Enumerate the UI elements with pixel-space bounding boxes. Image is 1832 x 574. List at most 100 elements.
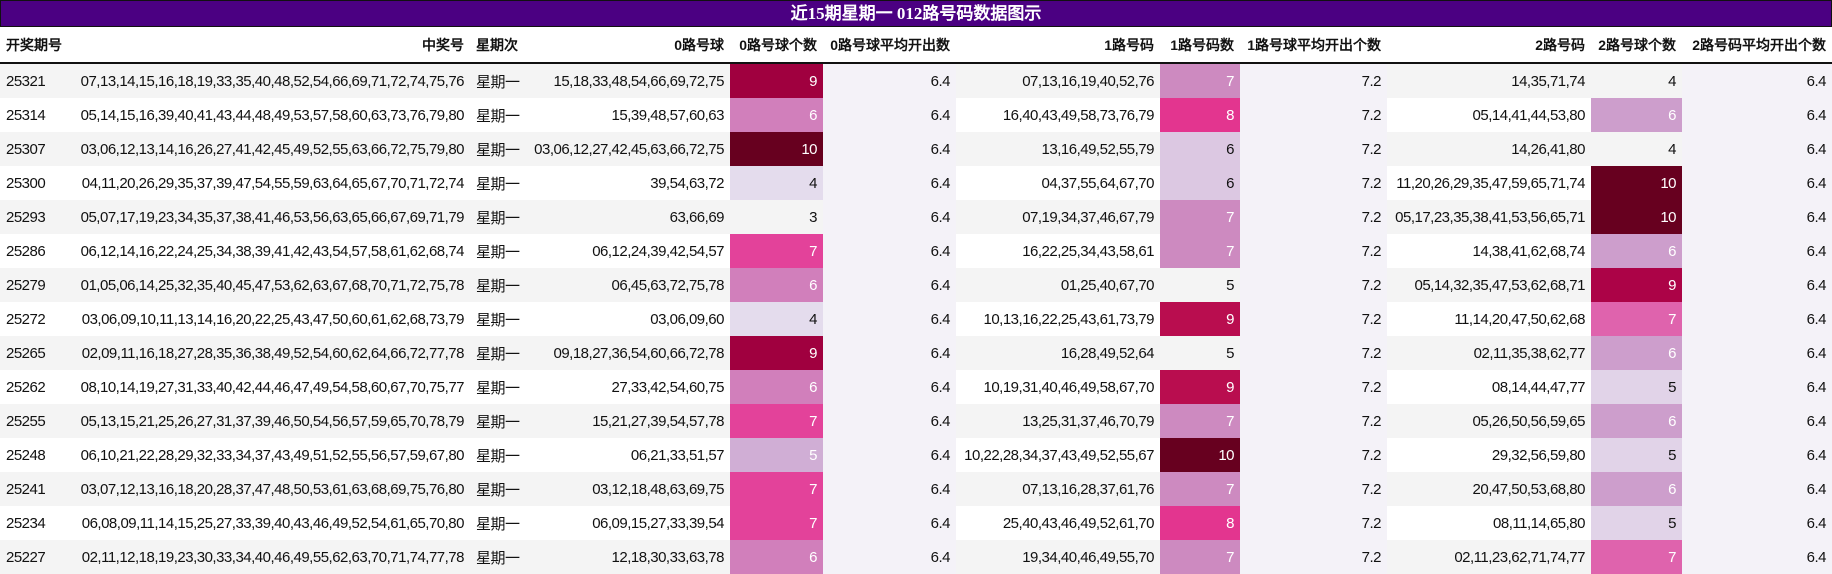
cell-route2-balls: 14,35,71,74 [1387,63,1591,98]
cell-issue: 25272 [0,302,70,336]
cell-numbers: 03,06,12,13,14,16,26,27,41,42,45,49,52,5… [70,132,470,166]
cell-route0-count: 9 [730,63,823,98]
cell-route2-count: 9 [1591,268,1682,302]
cell-route1-count: 5 [1160,268,1240,302]
cell-route0-balls: 06,21,33,51,57 [526,438,730,472]
cell-route1-avg: 7.2 [1240,200,1387,234]
column-header-route1-count[interactable]: 1路号码数 [1160,27,1240,64]
cell-route1-balls: 16,28,49,52,64 [956,336,1160,370]
column-header-route2-balls[interactable]: 2路号码 [1387,27,1591,64]
cell-route1-balls: 10,13,16,22,25,43,61,73,79 [956,302,1160,336]
cell-route2-balls: 08,11,14,65,80 [1387,506,1591,540]
column-header-route1-avg[interactable]: 1路号球平均开出个数 [1240,27,1387,64]
cell-route2-avg: 6.4 [1682,438,1832,472]
cell-route2-avg: 6.4 [1682,166,1832,200]
cell-route1-avg: 7.2 [1240,234,1387,268]
column-header-route0-balls[interactable]: 0路号球 [526,27,730,64]
cell-route0-count: 9 [730,336,823,370]
cell-issue: 25286 [0,234,70,268]
table-row: 25279 01,05,06,14,25,32,35,40,45,47,53,62… [0,268,1832,302]
cell-issue: 25321 [0,63,70,98]
cell-route1-count: 9 [1160,302,1240,336]
cell-route0-balls: 06,12,24,39,42,54,57 [526,234,730,268]
cell-route2-count: 6 [1591,98,1682,132]
cell-numbers: 03,07,12,13,16,18,20,28,37,47,48,50,53,6… [70,472,470,506]
cell-route1-avg: 7.2 [1240,132,1387,166]
cell-route0-avg: 6.4 [823,98,956,132]
column-header-route0-count[interactable]: 0路号球个数 [730,27,823,64]
column-header-issue[interactable]: 开奖期号 [0,27,70,64]
header-row: 开奖期号 中奖号 星期次 0路号球 0路号球个数 0路号球平均开出数 1路号码 1路号码数 1路… [0,27,1832,64]
cell-weekday: 星期一 [470,506,526,540]
cell-route2-avg: 6.4 [1682,98,1832,132]
cell-route0-count: 7 [730,234,823,268]
cell-route1-balls: 19,34,40,46,49,55,70 [956,540,1160,574]
cell-route0-count: 7 [730,404,823,438]
cell-route2-avg: 6.4 [1682,63,1832,98]
cell-route1-balls: 10,19,31,40,46,49,58,67,70 [956,370,1160,404]
cell-route0-balls: 12,18,30,33,63,78 [526,540,730,574]
cell-route2-balls: 11,14,20,47,50,62,68 [1387,302,1591,336]
cell-issue: 25279 [0,268,70,302]
cell-route0-balls: 15,18,33,48,54,66,69,72,75 [526,63,730,98]
cell-weekday: 星期一 [470,166,526,200]
cell-route2-count: 6 [1591,336,1682,370]
cell-issue: 25255 [0,404,70,438]
cell-route0-count: 6 [730,268,823,302]
column-header-route2-count[interactable]: 2路号球个数 [1591,27,1682,64]
cell-numbers: 03,06,09,10,11,13,14,16,20,22,25,43,47,5… [70,302,470,336]
table-row: 25234 06,08,09,11,14,15,25,27,33,39,40,43… [0,506,1832,540]
cell-numbers: 05,07,17,19,23,34,35,37,38,41,46,53,56,6… [70,200,470,234]
cell-route0-count: 5 [730,438,823,472]
cell-route2-count: 6 [1591,404,1682,438]
table-row: 25321 07,13,14,15,16,18,19,33,35,40,48,52… [0,63,1832,98]
cell-issue: 25265 [0,336,70,370]
table-title: 近15期星期一 012路号码数据图示 [0,0,1832,27]
column-header-route0-avg[interactable]: 0路号球平均开出数 [823,27,956,64]
cell-route2-balls: 14,26,41,80 [1387,132,1591,166]
cell-route0-avg: 6.4 [823,302,956,336]
cell-route2-avg: 6.4 [1682,200,1832,234]
cell-route1-count: 7 [1160,472,1240,506]
cell-issue: 25241 [0,472,70,506]
cell-numbers: 01,05,06,14,25,32,35,40,45,47,53,62,63,6… [70,268,470,302]
cell-route0-avg: 6.4 [823,268,956,302]
cell-route0-count: 6 [730,540,823,574]
cell-route2-avg: 6.4 [1682,302,1832,336]
cell-route2-count: 7 [1591,302,1682,336]
cell-numbers: 06,08,09,11,14,15,25,27,33,39,40,43,46,4… [70,506,470,540]
cell-weekday: 星期一 [470,268,526,302]
cell-weekday: 星期一 [470,234,526,268]
cell-route0-count: 6 [730,370,823,404]
cell-route1-count: 7 [1160,234,1240,268]
cell-route1-avg: 7.2 [1240,268,1387,302]
cell-weekday: 星期一 [470,200,526,234]
cell-route2-avg: 6.4 [1682,370,1832,404]
cell-route2-balls: 05,14,32,35,47,53,62,68,71 [1387,268,1591,302]
column-header-numbers[interactable]: 中奖号 [70,27,470,64]
cell-route0-balls: 15,21,27,39,54,57,78 [526,404,730,438]
table-row: 25272 03,06,09,10,11,13,14,16,20,22,25,43… [0,302,1832,336]
cell-route1-avg: 7.2 [1240,336,1387,370]
cell-numbers: 02,09,11,16,18,27,28,35,36,38,49,52,54,6… [70,336,470,370]
cell-route1-balls: 13,16,49,52,55,79 [956,132,1160,166]
cell-issue: 25300 [0,166,70,200]
cell-weekday: 星期一 [470,132,526,166]
cell-route2-count: 6 [1591,472,1682,506]
cell-route2-balls: 14,38,41,62,68,74 [1387,234,1591,268]
table-row: 25300 04,11,20,26,29,35,37,39,47,54,55,59… [0,166,1832,200]
cell-issue: 25227 [0,540,70,574]
cell-route0-balls: 27,33,42,54,60,75 [526,370,730,404]
column-header-route2-avg[interactable]: 2路号码平均开出个数 [1682,27,1832,64]
cell-route2-balls: 05,14,41,44,53,80 [1387,98,1591,132]
cell-weekday: 星期一 [470,302,526,336]
cell-route1-balls: 25,40,43,46,49,52,61,70 [956,506,1160,540]
cell-route2-balls: 20,47,50,53,68,80 [1387,472,1591,506]
cell-route0-avg: 6.4 [823,336,956,370]
column-header-weekday[interactable]: 星期次 [470,27,526,64]
column-header-route1-balls[interactable]: 1路号码 [956,27,1160,64]
cell-route2-count: 10 [1591,166,1682,200]
cell-weekday: 星期一 [470,336,526,370]
cell-route1-count: 8 [1160,98,1240,132]
cell-route0-avg: 6.4 [823,166,956,200]
